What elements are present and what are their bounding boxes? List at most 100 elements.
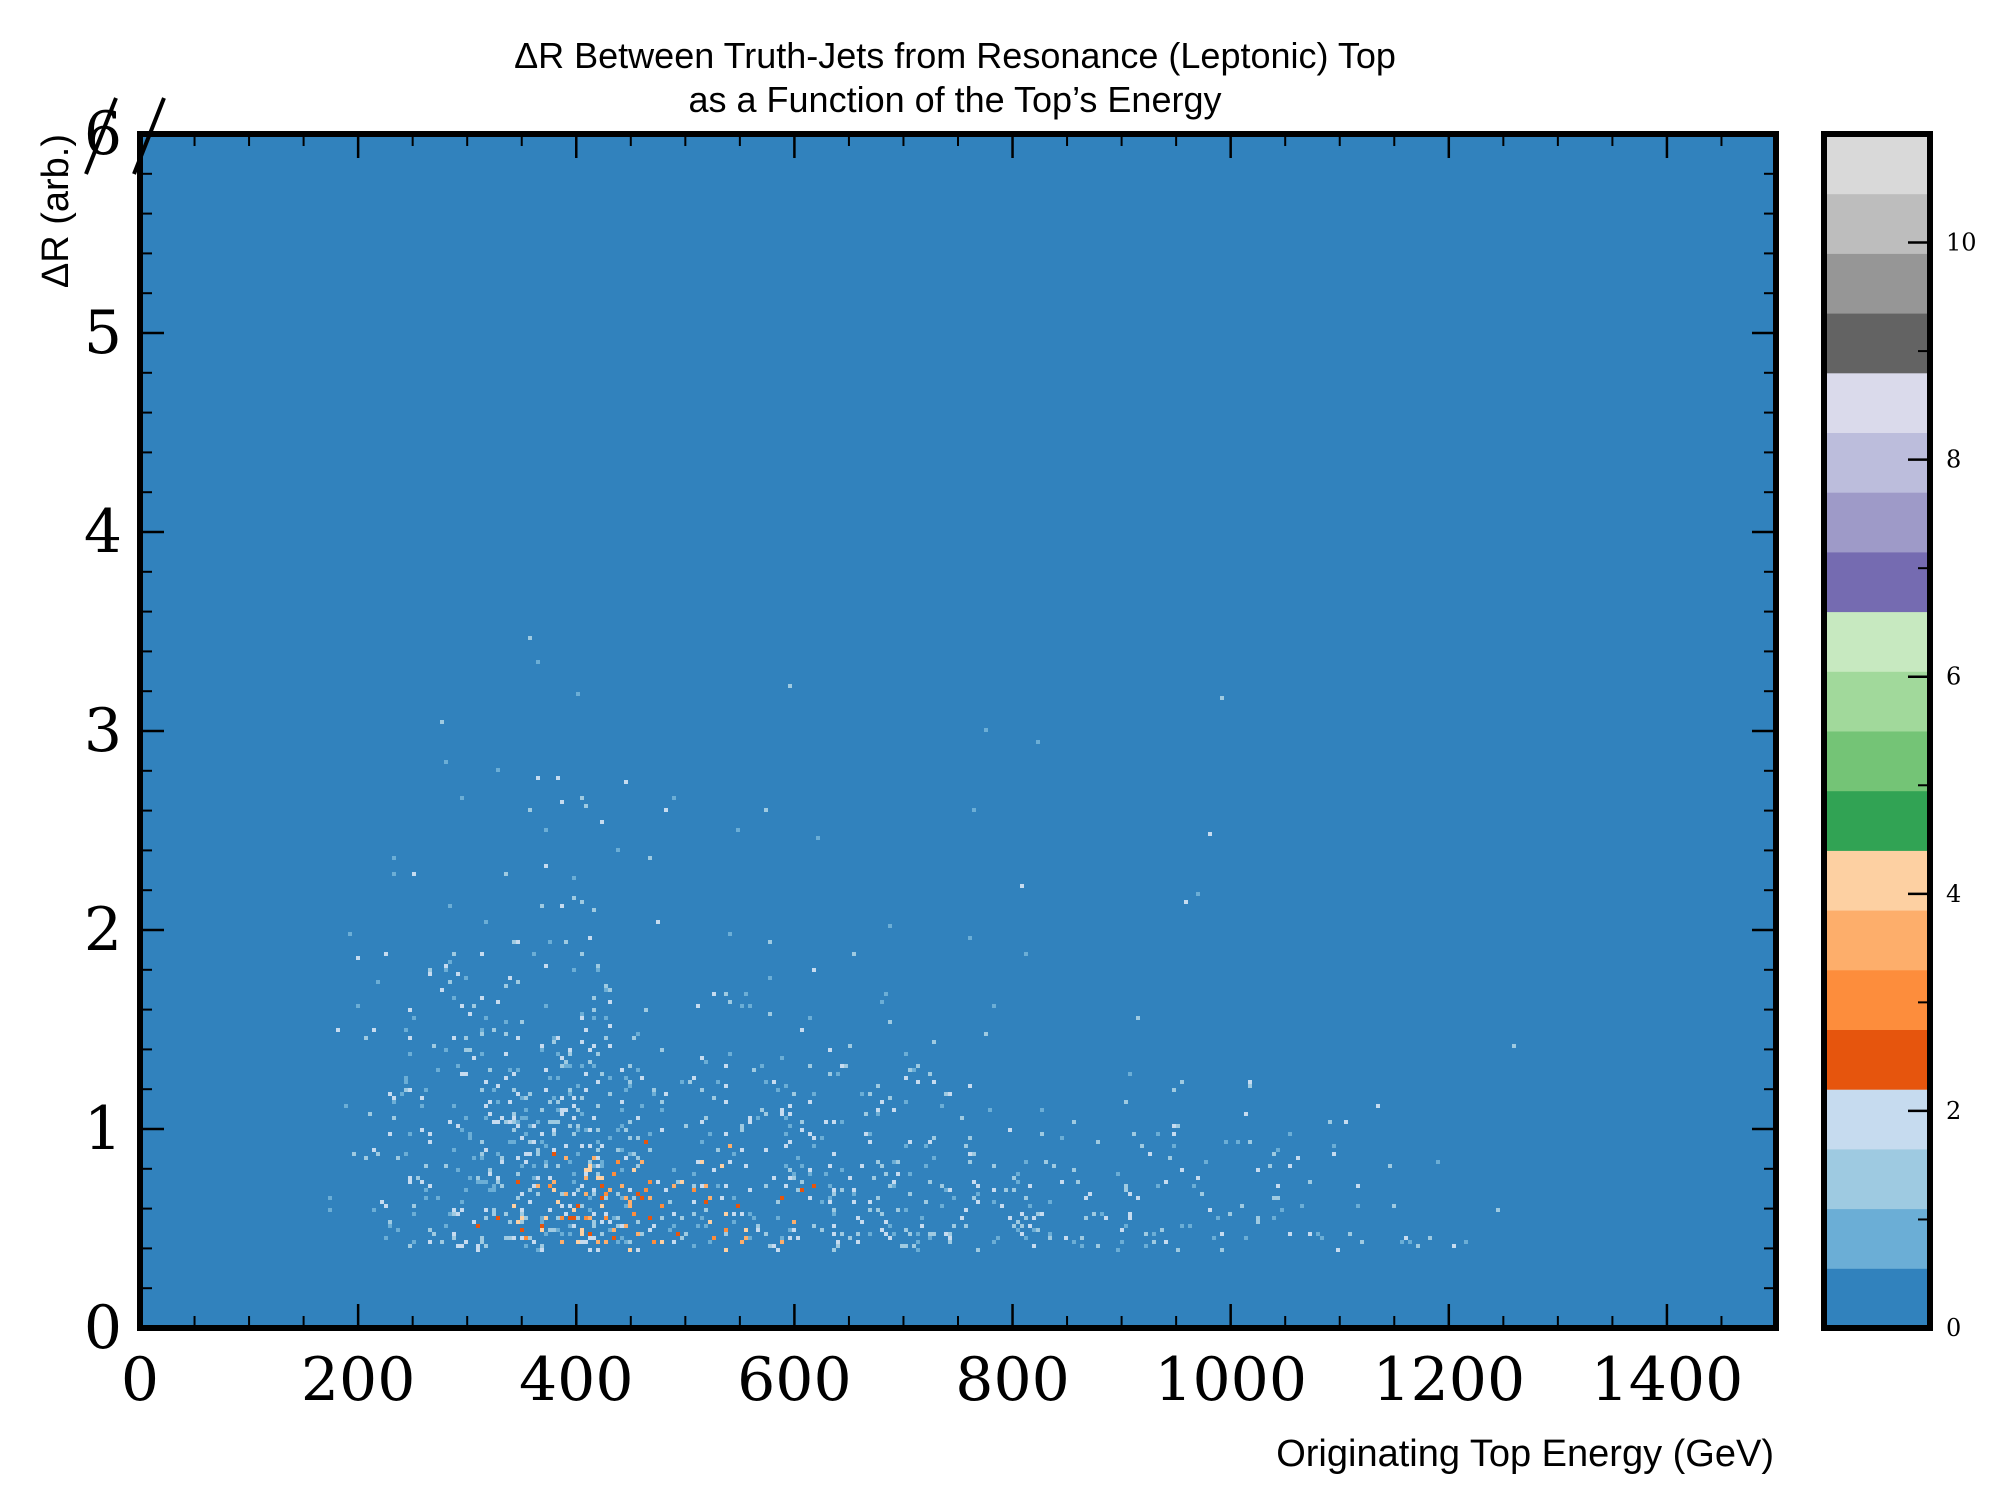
- heatmap-cell: [1128, 1192, 1132, 1196]
- heatmap-cell: [544, 1004, 548, 1008]
- heatmap-cell: [588, 1164, 592, 1168]
- heatmap-cell: [492, 1184, 496, 1188]
- heatmap-cell: [496, 1216, 500, 1220]
- heatmap-cell: [904, 1208, 908, 1212]
- heatmap-cell: [1012, 1188, 1016, 1192]
- heatmap-cell: [484, 1148, 488, 1152]
- heatmap-cell: [580, 1012, 584, 1016]
- heatmap-cell: [776, 1088, 780, 1092]
- heatmap-cell: [884, 1220, 888, 1224]
- heatmap-cell: [508, 1120, 512, 1124]
- heatmap-cell: [892, 1184, 896, 1188]
- heatmap-cell: [704, 1184, 708, 1188]
- heatmap-cell: [560, 1232, 564, 1236]
- heatmap-cell: [512, 1236, 516, 1240]
- heatmap-cell: [556, 1228, 560, 1232]
- heatmap-cell: [1248, 1084, 1252, 1088]
- heatmap-cell: [604, 1016, 608, 1020]
- heatmap-cell: [408, 1132, 412, 1136]
- heatmap-cell: [720, 1196, 724, 1200]
- heatmap-cell: [904, 1100, 908, 1104]
- heatmap-cell: [580, 1096, 584, 1100]
- heatmap-cell: [764, 1080, 768, 1084]
- heatmap-cell: [656, 1180, 660, 1184]
- heatmap-cell: [512, 1072, 516, 1076]
- heatmap-cell: [796, 1188, 800, 1192]
- heatmap-cell: [828, 1184, 832, 1188]
- heatmap-cell: [716, 1080, 720, 1084]
- heatmap-cell: [436, 1196, 440, 1200]
- heatmap-cell: [440, 720, 444, 724]
- heatmap-cell: [784, 1084, 788, 1088]
- heatmap-cell: [580, 1204, 584, 1208]
- heatmap-cell: [620, 1124, 624, 1128]
- heatmap-cell: [492, 1212, 496, 1216]
- heatmap-cell: [1200, 1192, 1204, 1196]
- heatmap-cell: [1128, 1212, 1132, 1216]
- heatmap-cell: [1220, 1248, 1224, 1252]
- heatmap-cell: [636, 1068, 640, 1072]
- heatmap-cell: [828, 1048, 832, 1052]
- heatmap-cell: [460, 1244, 464, 1248]
- heatmap-cell: [540, 1108, 544, 1112]
- heatmap-cell: [620, 1224, 624, 1228]
- heatmap-cell: [384, 1236, 388, 1240]
- heatmap-cell: [548, 1120, 552, 1124]
- heatmap-cell: [792, 1220, 796, 1224]
- heatmap-cell: [596, 1080, 600, 1084]
- heatmap-cell: [404, 1152, 408, 1156]
- heatmap-cell: [968, 936, 972, 940]
- heatmap-cell: [832, 1224, 836, 1228]
- heatmap-cell: [412, 872, 416, 876]
- heatmap-cell: [452, 952, 456, 956]
- heatmap-cell: [452, 1148, 456, 1152]
- heatmap-cell: [520, 1220, 524, 1224]
- heatmap-cell: [740, 1212, 744, 1216]
- heatmap-cell: [540, 1248, 544, 1252]
- heatmap-cell: [700, 1140, 704, 1144]
- heatmap-cell: [800, 1128, 804, 1132]
- heatmap-cell: [600, 820, 604, 824]
- heatmap-cell: [596, 1052, 600, 1056]
- heatmap-cell: [960, 1116, 964, 1120]
- heatmap-cell: [484, 1104, 488, 1108]
- heatmap-cell: [480, 1236, 484, 1240]
- heatmap-cell: [532, 1164, 536, 1168]
- heatmap-cell: [472, 1156, 476, 1160]
- heatmap-cell: [1308, 1180, 1312, 1184]
- heatmap-cell: [568, 1048, 572, 1052]
- heatmap-cell: [868, 1092, 872, 1096]
- heatmap-cell: [504, 1032, 508, 1036]
- heatmap-cell: [704, 1116, 708, 1120]
- heatmap-cell: [504, 1076, 508, 1080]
- heatmap-cell: [748, 1116, 752, 1120]
- heatmap-cell: [992, 1004, 996, 1008]
- heatmap-cell: [1020, 1212, 1024, 1216]
- heatmap-cell: [792, 1228, 796, 1232]
- heatmap-cell: [984, 1032, 988, 1036]
- heatmap-cell: [788, 1124, 792, 1128]
- heatmap-cell: [948, 1232, 952, 1236]
- heatmap-cell: [1124, 1100, 1128, 1104]
- heatmap-cell: [572, 896, 576, 900]
- heatmap-cell: [604, 1212, 608, 1216]
- heatmap-cell: [564, 1144, 568, 1148]
- heatmap-cell: [572, 1224, 576, 1228]
- chart-title-line1: ΔR Between Truth-Jets from Resonance (Le…: [514, 35, 1396, 76]
- heatmap-cell: [532, 1240, 536, 1244]
- heatmap-cell: [516, 1220, 520, 1224]
- heatmap-cell: [776, 1248, 780, 1252]
- plot-area: [140, 134, 1776, 1328]
- heatmap-cell: [484, 1180, 488, 1184]
- heatmap-cell: [548, 1100, 552, 1104]
- heatmap-cell: [1048, 1232, 1052, 1236]
- heatmap-cell: [508, 1068, 512, 1072]
- heatmap-cell: [496, 1176, 500, 1180]
- heatmap-cell: [844, 1064, 848, 1068]
- heatmap-cell: [676, 1180, 680, 1184]
- heatmap-cell: [800, 1028, 804, 1032]
- heatmap-cell: [592, 1188, 596, 1192]
- heatmap-cell: [552, 1132, 556, 1136]
- heatmap-cell: [588, 1144, 592, 1148]
